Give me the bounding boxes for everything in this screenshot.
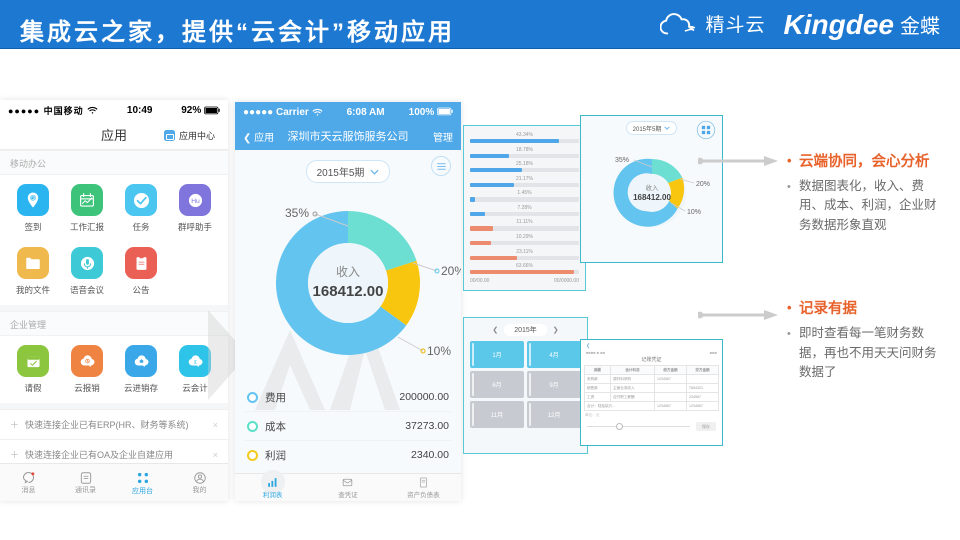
svg-text:35%: 35% (285, 206, 309, 220)
svg-text:收入: 收入 (646, 183, 660, 192)
svg-text:10%: 10% (687, 209, 701, 216)
svg-text:168412.00: 168412.00 (313, 283, 384, 300)
svg-text:Σ: Σ (194, 359, 197, 365)
svg-text:Hu: Hu (191, 197, 200, 204)
svg-text:35%: 35% (615, 157, 629, 164)
svg-text:168412.00: 168412.00 (633, 193, 671, 202)
svg-text:收入: 收入 (336, 265, 360, 279)
svg-text:20%: 20% (441, 264, 461, 278)
svg-text:10%: 10% (427, 344, 451, 358)
svg-text:20%: 20% (696, 181, 710, 188)
